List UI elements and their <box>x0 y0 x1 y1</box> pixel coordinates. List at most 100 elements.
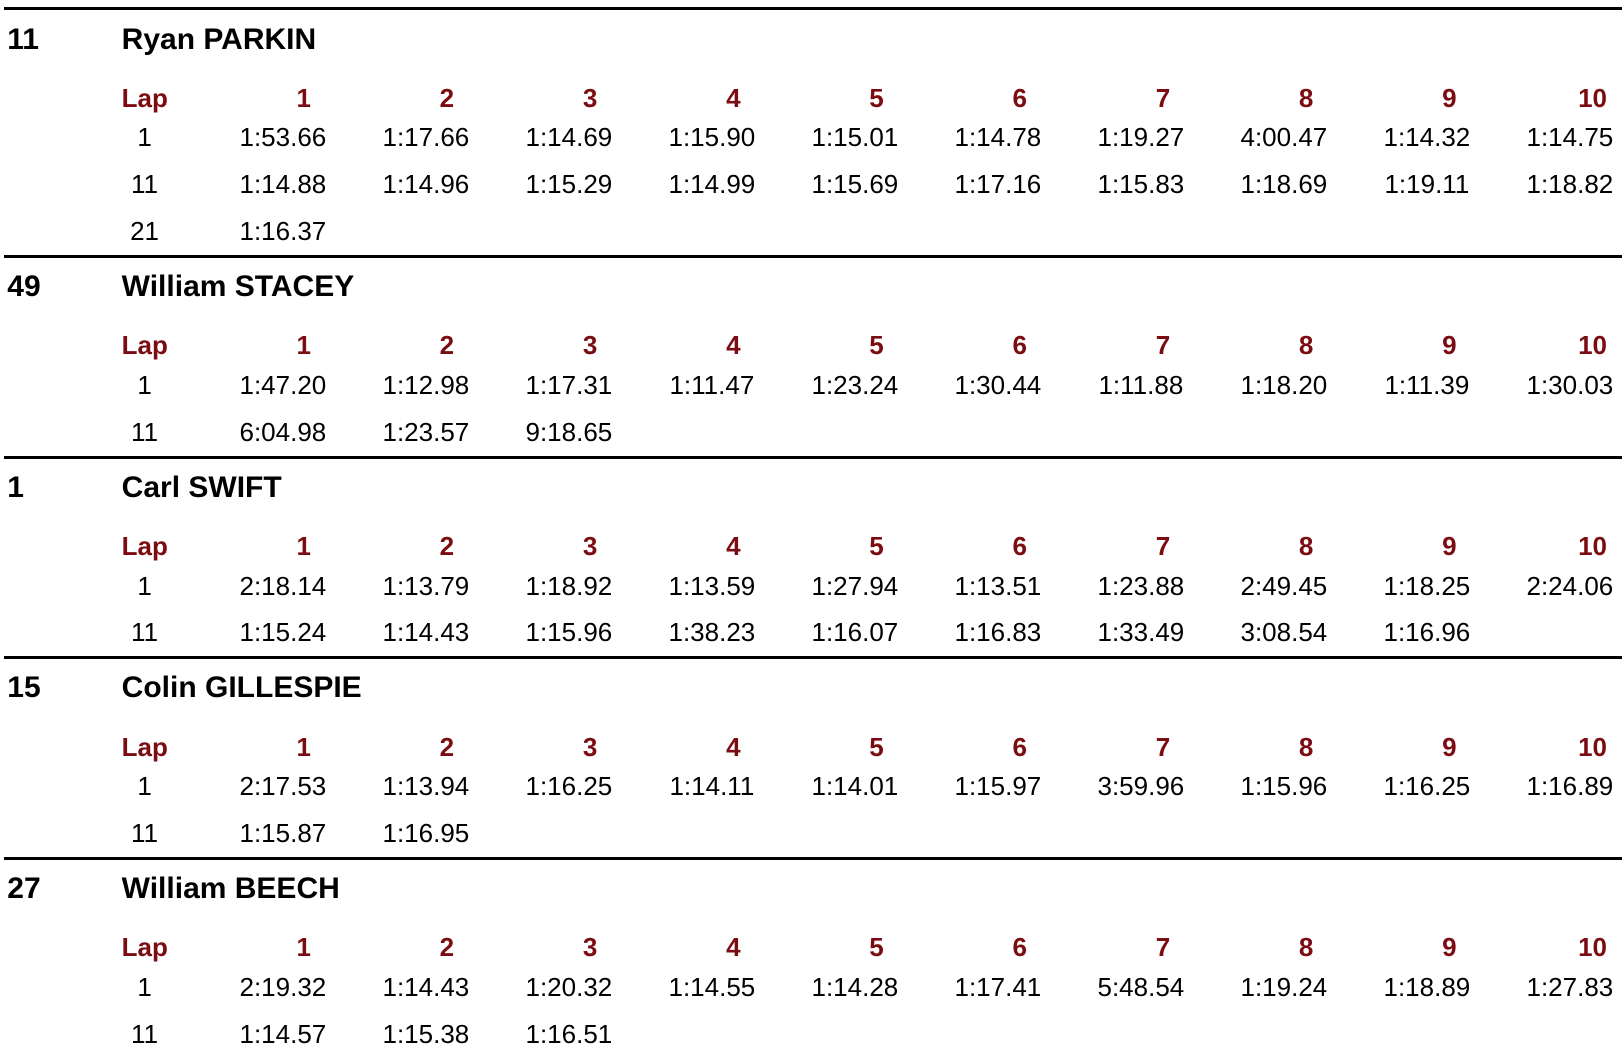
lap-column-header: 7 <box>1155 330 1171 361</box>
lap-time: 1:18.92 <box>525 570 613 601</box>
lap-time: 1:27.83 <box>1526 971 1614 1002</box>
lap-column-header: 3 <box>582 531 598 561</box>
lap-time: 1:19.24 <box>1240 971 1328 1002</box>
lap-column-header: 3 <box>582 731 598 762</box>
lap-column-header: 4 <box>726 82 741 113</box>
row-lap-start: 21 <box>130 215 160 246</box>
car-number: 27 <box>7 872 41 906</box>
lap-time: 1:14.88 <box>239 169 327 200</box>
lap-time: 1:18.20 <box>1240 369 1328 400</box>
lap-column-header: 7 <box>1155 82 1171 113</box>
lap-column-header: 8 <box>1298 531 1314 561</box>
lap-time: 1:16.95 <box>382 818 470 849</box>
lap-time: 1:11.39 <box>1384 369 1470 400</box>
lap-time: 2:49.45 <box>1240 570 1328 601</box>
lap-time: 1:13.59 <box>668 570 756 601</box>
lap-time: 1:13.94 <box>382 771 470 802</box>
lap-header: Lap <box>121 731 168 762</box>
lap-time: 1:17.41 <box>954 971 1042 1002</box>
row-lap-start: 11 <box>131 617 159 648</box>
lap-time: 1:14.99 <box>668 169 756 200</box>
lap-time: 1:18.89 <box>1383 971 1471 1002</box>
lap-time: 1:15.01 <box>811 122 899 153</box>
lap-column-header: 5 <box>869 330 884 361</box>
driver-name: Colin GILLESPIE <box>121 671 362 705</box>
lap-time: 1:14.43 <box>382 971 470 1002</box>
lap-column-header: 7 <box>1155 531 1171 561</box>
lap-time: 2:19.32 <box>239 971 327 1002</box>
lap-column-header: 6 <box>1012 82 1027 113</box>
lap-column-header: 8 <box>1298 330 1314 361</box>
lap-column-header: 1 <box>296 731 311 762</box>
lap-column-header: 2 <box>439 531 455 561</box>
lap-column-header: 2 <box>439 932 455 963</box>
lap-column-header: 2 <box>439 731 455 762</box>
lap-column-header: 1 <box>296 932 311 963</box>
lap-time: 1:15.90 <box>668 122 756 153</box>
lap-time: 1:14.75 <box>1526 122 1614 153</box>
lap-time: 1:14.43 <box>382 617 470 648</box>
lap-time: 1:16.83 <box>954 617 1042 648</box>
row-lap-start: 1 <box>137 771 152 802</box>
lap-time: 1:16.25 <box>525 771 613 802</box>
lap-time: 1:14.57 <box>239 1018 327 1049</box>
lap-column-header: 5 <box>869 731 884 762</box>
lap-time: 1:19.27 <box>1097 122 1185 153</box>
lap-column-header: 9 <box>1442 330 1457 361</box>
lap-column-header: 7 <box>1155 731 1171 762</box>
lap-time: 1:27.94 <box>811 570 899 601</box>
lap-time: 1:53.66 <box>239 122 327 153</box>
lap-time: 1:20.32 <box>525 971 613 1002</box>
lap-time: 1:47.20 <box>239 369 327 400</box>
lap-time: 1:18.82 <box>1526 169 1614 200</box>
lap-header: Lap <box>121 531 168 561</box>
lap-column-header: 9 <box>1442 82 1457 113</box>
lap-column-header: 1 <box>296 82 311 113</box>
separator <box>4 254 1622 258</box>
lap-column-header: 7 <box>1155 932 1171 963</box>
driver-name: William BEECH <box>121 872 340 906</box>
lap-time: 1:15.83 <box>1097 169 1185 200</box>
lap-column-header: 2 <box>439 82 455 113</box>
lap-time: 1:17.16 <box>954 169 1042 200</box>
lap-time: 1:17.31 <box>525 369 613 400</box>
lap-column-header: 3 <box>582 932 598 963</box>
lap-time: 1:38.23 <box>668 617 756 648</box>
lap-column-header: 8 <box>1298 932 1314 963</box>
lap-time: 1:23.57 <box>382 416 470 447</box>
lap-time: 1:14.11 <box>669 771 755 802</box>
lap-column-header: 10 <box>1578 932 1608 963</box>
lap-time: 1:15.38 <box>382 1018 470 1049</box>
driver-name: Ryan PARKIN <box>121 22 317 56</box>
row-lap-start: 11 <box>131 416 159 447</box>
lap-time: 1:15.24 <box>239 617 327 648</box>
lap-time: 1:14.01 <box>811 771 899 802</box>
driver-name: Carl SWIFT <box>121 470 282 504</box>
lap-time: 1:17.66 <box>382 122 470 153</box>
lap-time: 1:16.07 <box>811 617 899 648</box>
lap-time: 1:14.28 <box>811 971 899 1002</box>
lap-time: 1:11.88 <box>1098 369 1184 400</box>
lap-time: 1:16.89 <box>1526 771 1614 802</box>
separator <box>4 455 1622 459</box>
lap-time: 4:00.47 <box>1240 122 1328 153</box>
lap-column-header: 6 <box>1012 531 1027 561</box>
lap-header: Lap <box>121 82 168 113</box>
lap-time: 1:14.96 <box>382 169 470 200</box>
car-number: 15 <box>7 671 41 705</box>
lap-column-header: 2 <box>439 330 455 361</box>
lap-column-header: 9 <box>1442 731 1457 762</box>
lap-time: 2:18.14 <box>239 570 327 601</box>
lap-time: 1:12.98 <box>382 369 470 400</box>
lap-time: 3:08.54 <box>1240 617 1328 648</box>
separator <box>4 856 1622 860</box>
lap-column-header: 5 <box>869 531 884 561</box>
lap-time: 1:15.29 <box>525 169 613 200</box>
lap-column-header: 8 <box>1298 82 1314 113</box>
lap-column-header: 10 <box>1578 82 1608 113</box>
lap-time: 5:48.54 <box>1097 971 1185 1002</box>
lap-time: 1:16.51 <box>525 1018 613 1049</box>
separator <box>4 7 1622 11</box>
lap-column-header: 3 <box>582 82 598 113</box>
